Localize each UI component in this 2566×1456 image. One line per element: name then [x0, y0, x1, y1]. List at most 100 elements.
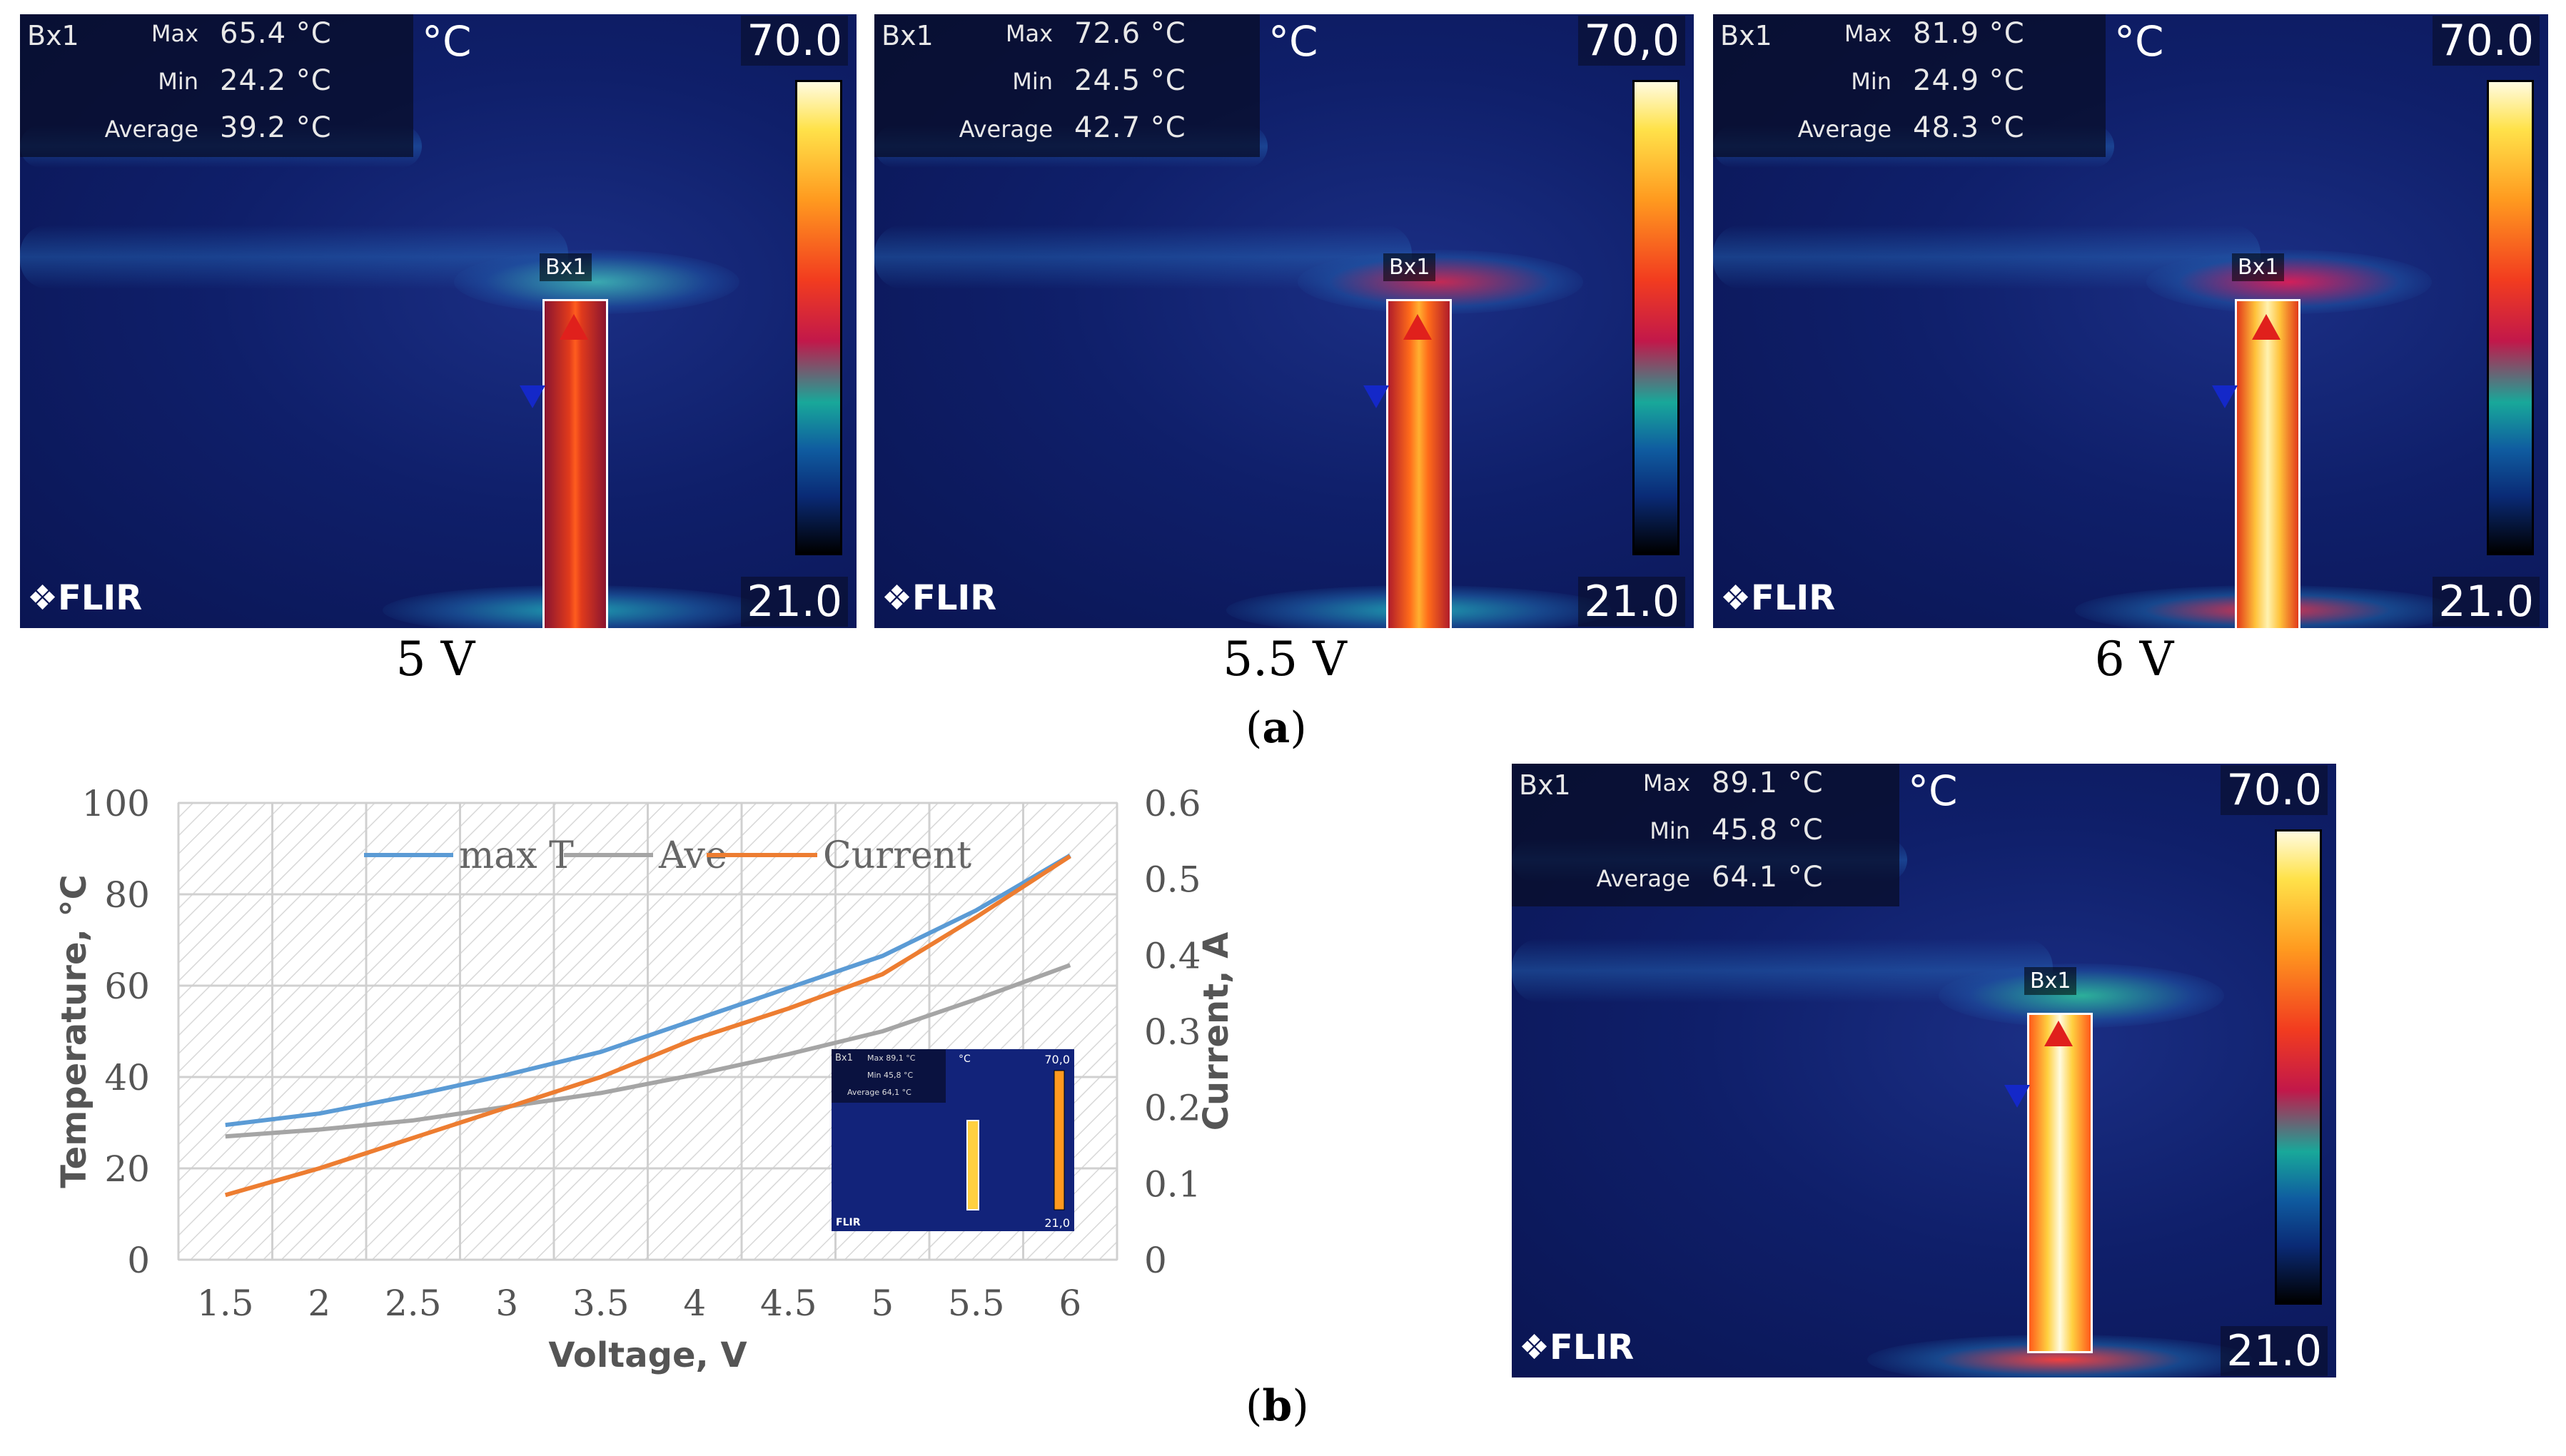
y2-tick-label: 0.4 [1144, 935, 1201, 976]
inset-readout [832, 1049, 946, 1103]
scale-min-value: 21.0 [1578, 577, 1685, 627]
x-tick-label: 1.5 [197, 1283, 254, 1324]
color-scale-bar [2275, 829, 2322, 1305]
flir-logo: ❖FLIR [1720, 578, 1836, 618]
min-label: Min [1851, 68, 1891, 95]
readout-tag: Bx1 [27, 20, 79, 51]
color-scale-bar [1632, 80, 1679, 555]
min-value: 24.5 °C [1074, 64, 1186, 97]
inset-min: Min 45,8 °C [867, 1071, 914, 1080]
legend-label: Current [823, 834, 971, 877]
unit-label: °C [2114, 17, 2164, 66]
scale-min-value: 21.0 [741, 577, 848, 627]
average-value: 48.3 °C [1913, 111, 2025, 144]
caption-5v: 5 V [395, 632, 475, 687]
min-value: 45.8 °C [1712, 814, 1824, 846]
average-value: 42.7 °C [1074, 111, 1186, 144]
x-axis-label: Voltage, V [548, 1335, 747, 1375]
y-tick-label: 80 [104, 874, 150, 916]
inset-color-bar [1054, 1070, 1065, 1210]
average-label: Average [1596, 865, 1690, 892]
series-line-current [224, 854, 1071, 1198]
max-label: Max [151, 20, 198, 47]
inset-flir-logo: FLIR [836, 1217, 861, 1228]
min-marker-icon [2004, 1085, 2030, 1108]
temperature-readout: Bx1 Max 72.6 °C Min 24.5 °C Average 42.7… [874, 14, 1260, 157]
max-marker-icon [2252, 314, 2280, 340]
unit-label: °C [422, 17, 472, 66]
scale-max-value: 70.0 [2221, 765, 2328, 815]
min-label: Min [158, 68, 198, 95]
y2-tick-label: 0.5 [1144, 859, 1201, 901]
x-tick-label: 5.5 [948, 1283, 1005, 1324]
x-tick-label: 2 [308, 1283, 330, 1324]
panel-label-a: (a) [1246, 703, 1307, 753]
min-marker-icon [1363, 385, 1389, 408]
min-marker-icon [2212, 385, 2238, 408]
box-label: Bx1 [2024, 967, 2077, 995]
panel-label-b-letter: b [1262, 1381, 1293, 1431]
inset-max: Max 89,1 °C [867, 1053, 916, 1063]
y-tick-label: 60 [104, 966, 150, 1007]
max-value: 65.4 °C [220, 17, 332, 50]
max-value: 81.9 °C [1913, 17, 2025, 50]
unit-label: °C [1268, 17, 1318, 66]
inset-tag: Bx1 [835, 1053, 853, 1063]
thermal-image-2: Bx1 Bx1 Max 72.6 °C Min 24.5 °C Average … [874, 14, 1694, 628]
line-chart: 0 20 40 60 80 100 0 0.1 0.2 0.3 0.4 0.5 0.6 1.5 2 2.5 3 3… [54, 783, 1236, 1375]
series-line-max-t [225, 854, 1071, 1128]
thermal-image-4: Bx1 Bx1 Max 89.1 °C Min 45.8 °C Average … [1512, 764, 2336, 1377]
flir-logo: ❖FLIR [882, 578, 997, 618]
max-marker-icon [1403, 314, 1432, 340]
average-label: Average [959, 116, 1053, 143]
y2-tick-label: 0.6 [1144, 783, 1201, 824]
box-label: Bx1 [1383, 253, 1436, 281]
x-tick-label: 3 [495, 1283, 518, 1324]
min-marker-icon [520, 385, 545, 408]
x-tick-label: 4 [683, 1283, 706, 1324]
color-scale-bar [795, 80, 842, 555]
max-marker-icon [2044, 1021, 2073, 1046]
max-value: 89.1 °C [1712, 767, 1824, 799]
measurement-box [1386, 299, 1452, 628]
max-label: Max [1844, 20, 1891, 47]
max-value: 72.6 °C [1074, 17, 1186, 50]
y-tick-label: 0 [127, 1240, 150, 1281]
scale-min-value: 21.0 [2221, 1326, 2328, 1376]
inset-average: Average 64,1 °C [847, 1088, 911, 1097]
x-tick-label: 6 [1059, 1283, 1081, 1324]
temperature-readout: Bx1 Max 81.9 °C Min 24.9 °C Average 48.3… [1713, 14, 2106, 157]
series-line-ave [225, 963, 1071, 1139]
legend-label: max T [459, 834, 574, 877]
x-tick-label: 4.5 [760, 1283, 817, 1324]
measurement-box [2027, 1013, 2093, 1353]
inset-rod [966, 1120, 979, 1210]
min-value: 24.2 °C [220, 64, 332, 97]
y-tick-label: 20 [104, 1148, 150, 1190]
max-label: Max [1005, 20, 1053, 47]
average-label: Average [104, 116, 198, 143]
max-label: Max [1642, 769, 1690, 797]
x-tick-label: 5 [871, 1283, 894, 1324]
y-axis-label: Temperature, °C [54, 874, 94, 1188]
temperature-readout: Bx1 Max 89.1 °C Min 45.8 °C Average 64.1… [1512, 764, 1899, 906]
readout-tag: Bx1 [1720, 20, 1772, 51]
average-label: Average [1797, 116, 1891, 143]
y2-tick-label: 0.2 [1144, 1088, 1201, 1129]
y2-tick-label: 0 [1144, 1240, 1167, 1281]
measurement-box [542, 299, 608, 628]
unit-label: °C [1908, 767, 1958, 815]
inset-scale-min: 21,0 [1044, 1216, 1070, 1230]
caption-6v: 6 V [2094, 632, 2174, 687]
thermal-image-3: Bx1 Bx1 Max 81.9 °C Min 24.9 °C Average … [1713, 14, 2548, 628]
caption-5-5v: 5.5 V [1223, 632, 1347, 687]
average-value: 39.2 °C [220, 111, 332, 144]
readout-tag: Bx1 [1519, 769, 1571, 801]
color-scale-bar [2487, 80, 2534, 555]
inset-unit: °C [959, 1053, 971, 1065]
panel-label-b: (b) [1246, 1381, 1309, 1431]
box-label: Bx1 [540, 253, 592, 281]
average-value: 64.1 °C [1712, 861, 1824, 894]
measurement-box [2235, 299, 2300, 628]
readout-tag: Bx1 [882, 20, 934, 51]
